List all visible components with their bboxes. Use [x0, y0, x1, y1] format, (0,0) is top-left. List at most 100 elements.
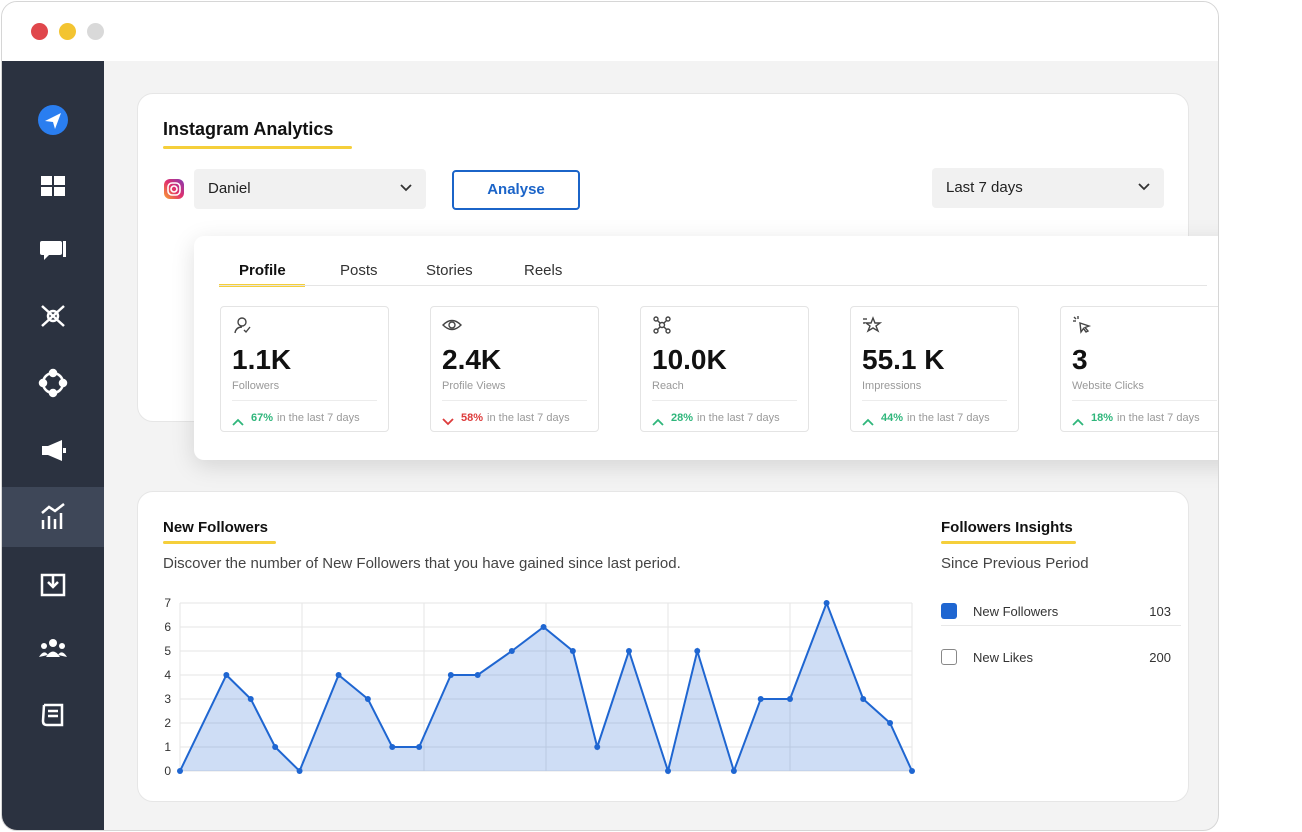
instagram-icon [164, 179, 184, 199]
sidebar-icons [38, 105, 68, 727]
data-point [272, 744, 279, 750]
chart: 0 1 2 3 4 5 6 7 [164, 596, 915, 778]
data-point [887, 720, 894, 726]
data-point [177, 768, 183, 774]
data-point [757, 696, 764, 702]
data-point [474, 672, 481, 678]
period-text: Last 7 days [946, 179, 1023, 196]
stat-icon [652, 315, 672, 335]
stat-label: Followers [232, 380, 280, 392]
chart-subtitle: Discover the number of New Followers tha… [163, 555, 681, 572]
tab[interactable]: Posts [340, 262, 378, 279]
active-item [2, 487, 104, 547]
data-point [416, 744, 423, 750]
change-note: in the last 7 days [1117, 412, 1200, 424]
stat-label: Impressions [862, 380, 922, 392]
change-arrow [862, 413, 874, 426]
stat-change: 44% in the last 7 days [881, 412, 990, 424]
data-point [540, 624, 547, 630]
profile-panel: Profile Posts Stories Reels 1.1K Followers 67… [194, 236, 1218, 460]
period-select[interactable]: Last 7 days [932, 168, 1164, 208]
stat-icon [232, 315, 252, 335]
stat-label: Profile Views [442, 380, 506, 392]
window: Instagram Analytics Daniel Analyse Last … [1, 1, 1219, 831]
legend-name: New Likes [973, 650, 1033, 665]
analytics-icon[interactable] [41, 503, 65, 529]
stat-label: Website Clicks [1072, 380, 1144, 392]
change-note: in the last 7 days [487, 412, 570, 424]
analyse-button[interactable]: Analyse [452, 170, 580, 210]
y-tick-label: 0 [164, 764, 171, 778]
change-value: 44% [881, 412, 904, 424]
stat-divider [652, 400, 797, 401]
stat-card: 10.0K Reach 28% in the last 7 days [640, 306, 809, 432]
tab[interactable]: Profile [239, 262, 286, 279]
change-value: 18% [1091, 412, 1114, 424]
stat-value: 3 [1072, 344, 1088, 375]
stat-divider [442, 400, 587, 401]
change-note: in the last 7 days [907, 412, 990, 424]
stat-value: 10.0K [652, 344, 727, 375]
stat-divider [232, 400, 377, 401]
planner-icon[interactable] [38, 368, 68, 398]
data-point [665, 768, 671, 774]
change-arrow [442, 413, 454, 426]
data-point [594, 744, 601, 750]
insights-title: Followers Insights [941, 519, 1073, 536]
campaign-icon[interactable] [42, 440, 66, 461]
data-point [569, 648, 576, 654]
data-point [447, 672, 454, 678]
legend-checkbox[interactable] [941, 603, 957, 619]
title-bar [2, 2, 1218, 61]
legend-value: 103 [1149, 604, 1171, 619]
data-point [860, 696, 867, 702]
stat-value: 2.4K [442, 344, 502, 375]
network-icon[interactable] [41, 305, 65, 327]
chart-title-underline [163, 541, 276, 544]
change-arrow [1072, 413, 1084, 426]
page-title: Instagram Analytics [163, 119, 334, 139]
stat-card: 1.1K Followers 67% in the last 7 days [220, 306, 389, 432]
reports-icon[interactable] [41, 703, 64, 727]
insights-subtitle: Since Previous Period [941, 555, 1089, 572]
change-note: in the last 7 days [277, 412, 360, 424]
data-point [508, 648, 515, 654]
stat-card: 3 Website Clicks 18% in the last 7 days [1060, 306, 1218, 432]
inbox-icon[interactable] [40, 573, 66, 597]
data-point [787, 696, 793, 702]
account-select[interactable]: Daniel [194, 169, 426, 209]
y-tick-label: 1 [164, 740, 171, 754]
stat-divider [862, 400, 1007, 401]
stat-card: 2.4K Profile Views 58% in the last 7 days [430, 306, 599, 432]
data-point [694, 648, 701, 654]
minimize-dot[interactable] [59, 23, 76, 40]
account-name: Daniel [208, 180, 251, 197]
legend-value: 200 [1149, 650, 1171, 665]
followers-card: New Followers Discover the number of New… [137, 491, 1189, 802]
close-dot[interactable] [31, 23, 48, 40]
messages-icon[interactable] [40, 241, 66, 260]
change-value: 28% [671, 412, 694, 424]
tab-divider [219, 285, 1207, 286]
maximize-dot[interactable] [87, 23, 104, 40]
tab[interactable]: Stories [426, 262, 473, 279]
legend-checkbox[interactable] [941, 649, 957, 665]
tab[interactable]: Reels [524, 262, 563, 279]
stat-change: 58% in the last 7 days [461, 412, 570, 424]
data-point [730, 768, 737, 774]
chart-title: New Followers [163, 519, 269, 536]
data-point [247, 696, 254, 702]
legend-divider [941, 625, 1181, 626]
data-point [364, 696, 371, 702]
change-value: 58% [461, 412, 484, 424]
sidebar [2, 61, 104, 830]
dashboard-icon[interactable] [41, 176, 65, 196]
change-arrow [652, 413, 664, 426]
stat-icon [442, 315, 462, 335]
change-value: 67% [251, 412, 274, 424]
y-tick-label: 3 [164, 692, 171, 706]
change-arrow [232, 413, 244, 426]
y-tick-label: 2 [164, 716, 171, 730]
team-icon[interactable] [39, 639, 67, 657]
y-tick-label: 6 [164, 620, 171, 634]
